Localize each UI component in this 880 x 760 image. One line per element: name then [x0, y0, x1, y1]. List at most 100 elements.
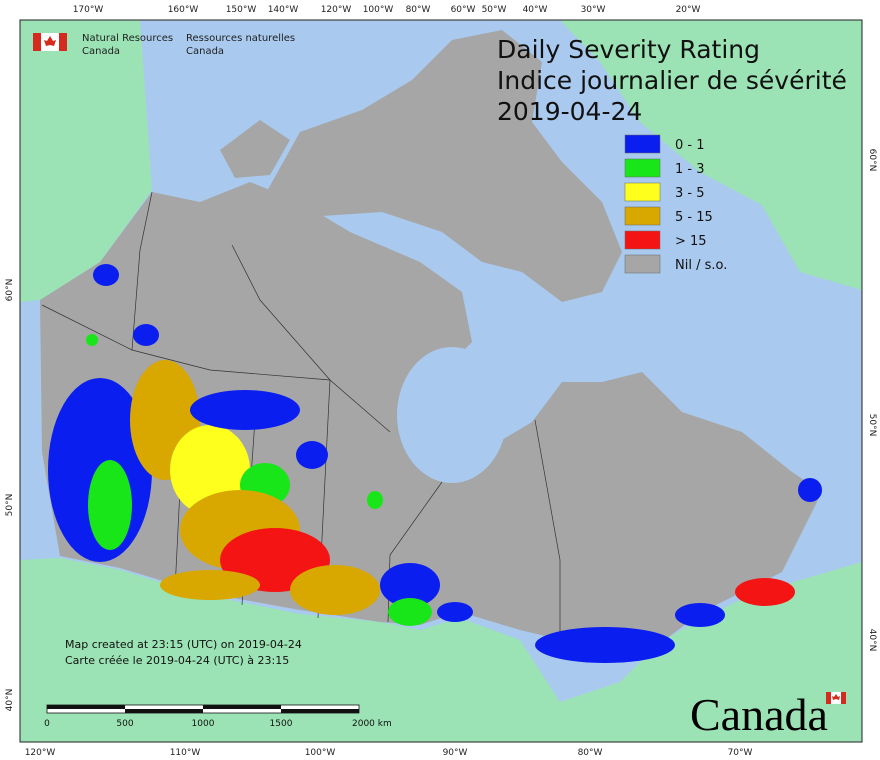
- footer-text: Carte créée le 2019-04-24 (UTC) à 23:15: [65, 654, 289, 667]
- arctic-island: [220, 120, 290, 178]
- lon-label: 90°W: [443, 748, 468, 758]
- severity-patch: [735, 578, 795, 606]
- lat-label: 40°N: [5, 689, 15, 712]
- legend-swatch: [624, 206, 661, 226]
- lon-label: 60°W: [451, 5, 476, 15]
- lon-label: 120°W: [321, 5, 352, 15]
- lon-label: 40°W: [523, 5, 548, 15]
- flag-bar: [841, 692, 846, 704]
- lon-label: 30°W: [581, 5, 606, 15]
- scale-bar-segment: [281, 709, 359, 713]
- legend-label: 3 - 5: [675, 186, 705, 201]
- lon-label: 110°W: [170, 748, 201, 758]
- legend-label: > 15: [675, 234, 707, 249]
- scale-label: 0: [44, 719, 50, 729]
- wordmark-block: Canada: [690, 689, 846, 740]
- legend-swatch: [624, 182, 661, 202]
- flag-bar: [33, 33, 41, 51]
- lat-label: 50°N: [867, 414, 877, 437]
- scale-label: 500: [116, 719, 133, 729]
- severity-patch: [190, 390, 300, 430]
- scale-label: 1000: [192, 719, 215, 729]
- severity-patch: [133, 324, 159, 346]
- map-body: [19, 19, 863, 743]
- flag: [33, 33, 67, 51]
- scale-bar-segment: [47, 705, 125, 709]
- graticule: 170°W 160°W 150°W 140°W 120°W 100°W 80°W…: [5, 5, 877, 758]
- flag-bar: [826, 692, 831, 704]
- lat-label: 40°N: [867, 629, 877, 652]
- flag-leaf: [832, 694, 840, 700]
- scale-bar-segment: [203, 705, 281, 709]
- lon-label: 160°W: [168, 5, 199, 15]
- header: Natural Resources Canada Ressources natu…: [33, 33, 295, 57]
- lon-label: 140°W: [268, 5, 299, 15]
- scale-bar: 0 500 1000 1500 2000 km: [44, 704, 392, 729]
- severity-patch: [290, 565, 380, 615]
- border: [131, 191, 153, 351]
- lon-label: 50°W: [482, 5, 507, 15]
- legend-swatch: [624, 134, 661, 154]
- scale-bar-segment: [125, 709, 203, 713]
- title: Indice journalier de sévérité: [497, 66, 847, 95]
- lon-label: 80°W: [406, 5, 431, 15]
- lon-label: 80°W: [578, 748, 603, 758]
- date: 2019-04-24: [497, 97, 642, 126]
- lon-label: 70°W: [728, 748, 753, 758]
- footer: Map created at 23:15 (UTC) on 2019-04-24…: [65, 638, 302, 667]
- footer-text: Map created at 23:15 (UTC) on 2019-04-24: [65, 638, 302, 651]
- org-name: Ressources naturelles: [186, 33, 295, 44]
- lat-label: 50°N: [5, 494, 15, 517]
- severity-patch: [86, 334, 98, 346]
- org-name: Canada: [186, 46, 224, 57]
- greenland: [560, 20, 862, 290]
- scale-label: 1500: [270, 719, 293, 729]
- frame: [19, 19, 863, 743]
- org-name: Natural Resources: [82, 33, 173, 44]
- severity-patch: [296, 441, 328, 469]
- lon-label: 100°W: [305, 748, 336, 758]
- severity-patches: [48, 264, 822, 663]
- border: [534, 419, 561, 640]
- legend-label: Nil / s.o.: [675, 258, 727, 273]
- hudson-bay: [397, 347, 507, 483]
- org-name: Canada: [82, 46, 120, 57]
- alaska: [20, 20, 152, 302]
- lon-label: 150°W: [226, 5, 257, 15]
- foxe-basin: [570, 304, 610, 356]
- title-block: Daily Severity Rating Indice journalier …: [497, 35, 847, 126]
- severity-patch: [380, 563, 440, 607]
- lon-label: 100°W: [363, 5, 394, 15]
- severity-patch: [798, 478, 822, 502]
- flag-leaf: [44, 36, 56, 46]
- title: Daily Severity Rating: [497, 35, 760, 64]
- flag-bar: [59, 33, 67, 51]
- severity-patch: [388, 598, 432, 626]
- united-states: [20, 558, 862, 742]
- wordmark: Canada: [690, 689, 828, 740]
- severity-patch: [535, 627, 675, 663]
- lon-label: 120°W: [25, 748, 56, 758]
- severity-patch: [437, 602, 473, 622]
- lat-label: 60°N: [867, 149, 877, 172]
- severity-patch: [160, 570, 260, 600]
- arctic-islands: [262, 30, 622, 302]
- lat-label: 60°N: [5, 279, 15, 302]
- legend-label: 0 - 1: [675, 138, 705, 153]
- border: [41, 304, 391, 433]
- legend-swatch: [624, 254, 661, 274]
- severity-patch: [675, 603, 725, 627]
- severity-patch: [88, 460, 132, 550]
- legend-swatch: [624, 230, 661, 250]
- legend: 0 - 1 1 - 3 3 - 5 5 - 15 > 15 Nil / s.o.: [624, 134, 727, 274]
- border: [231, 244, 331, 381]
- scale-label: 2000 km: [352, 719, 392, 729]
- lon-label: 170°W: [73, 5, 104, 15]
- legend-label: 1 - 3: [675, 162, 705, 177]
- lon-label: 20°W: [676, 5, 701, 15]
- severity-patch: [367, 491, 383, 509]
- legend-label: 5 - 15: [675, 210, 713, 225]
- legend-swatch: [624, 158, 661, 178]
